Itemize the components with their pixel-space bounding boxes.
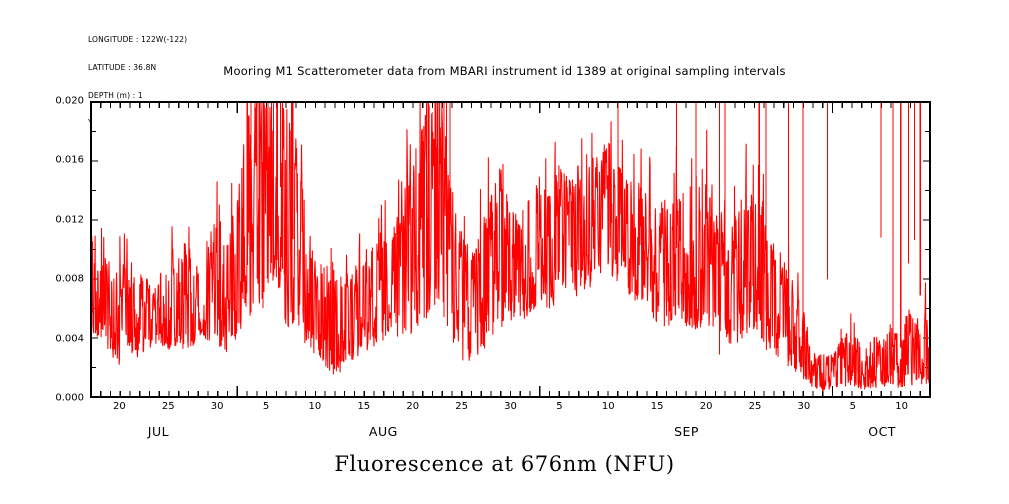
x-tick-label: 10 bbox=[308, 401, 322, 412]
month-label: SEP bbox=[674, 424, 699, 439]
y-tick-label: 0.012 bbox=[55, 214, 84, 226]
x-tick-label: 5 bbox=[556, 401, 563, 412]
x-tick-label: 30 bbox=[210, 401, 224, 412]
x-tick-label: 25 bbox=[748, 401, 762, 412]
metadata-latitude: LATITUDE : 36.8N bbox=[88, 63, 157, 73]
plot-caption: Fluorescence at 676nm (NFU) bbox=[334, 452, 675, 476]
month-labels: JUL AUG SEP OCT bbox=[90, 424, 931, 442]
x-tick-label: 5 bbox=[262, 401, 270, 412]
chart-title: Mooring M1 Scatterometer data from MBARI… bbox=[223, 64, 786, 78]
month-label: OCT bbox=[868, 424, 896, 439]
plot-area bbox=[90, 101, 931, 398]
month-label: AUG bbox=[368, 424, 398, 439]
x-tick-label: 25 bbox=[161, 401, 175, 412]
x-tick-label: 25 bbox=[455, 401, 468, 412]
x-tick-label: 10 bbox=[601, 401, 615, 412]
month-label: JUL bbox=[147, 424, 170, 439]
y-axis-labels: 0.000 0.004 0.008 0.012 0.016 0.020 bbox=[34, 96, 84, 404]
x-tick-label: 10 bbox=[895, 401, 909, 412]
timeseries-plot bbox=[91, 102, 930, 397]
y-tick-label: 0.008 bbox=[55, 273, 84, 285]
fluorescence-series bbox=[91, 102, 930, 392]
y-tick-label: 0.020 bbox=[55, 95, 84, 107]
x-tick-label: 20 bbox=[406, 401, 420, 412]
metadata-depth: DEPTH (m) : 1 bbox=[88, 90, 143, 100]
metadata-longitude: LONGITUDE : 122W(-122) bbox=[88, 35, 188, 45]
x-tick-label: 30 bbox=[504, 401, 517, 412]
x-tick-label: 15 bbox=[650, 401, 664, 412]
x-tick-label: 30 bbox=[797, 401, 811, 412]
y-tick-label: 0.004 bbox=[55, 333, 84, 345]
x-axis-labels: 20 25 30 5 10 15 20 25 30 5 10 15 20 25 30 5 10 bbox=[90, 401, 931, 417]
x-tick-label: 5 bbox=[849, 401, 856, 412]
x-tick-label: 15 bbox=[357, 401, 371, 412]
y-tick-label: 0.016 bbox=[55, 154, 84, 166]
y-tick-label: 0.000 bbox=[55, 392, 84, 404]
x-tick-label: 20 bbox=[112, 401, 126, 412]
x-tick-label: 20 bbox=[699, 401, 713, 412]
